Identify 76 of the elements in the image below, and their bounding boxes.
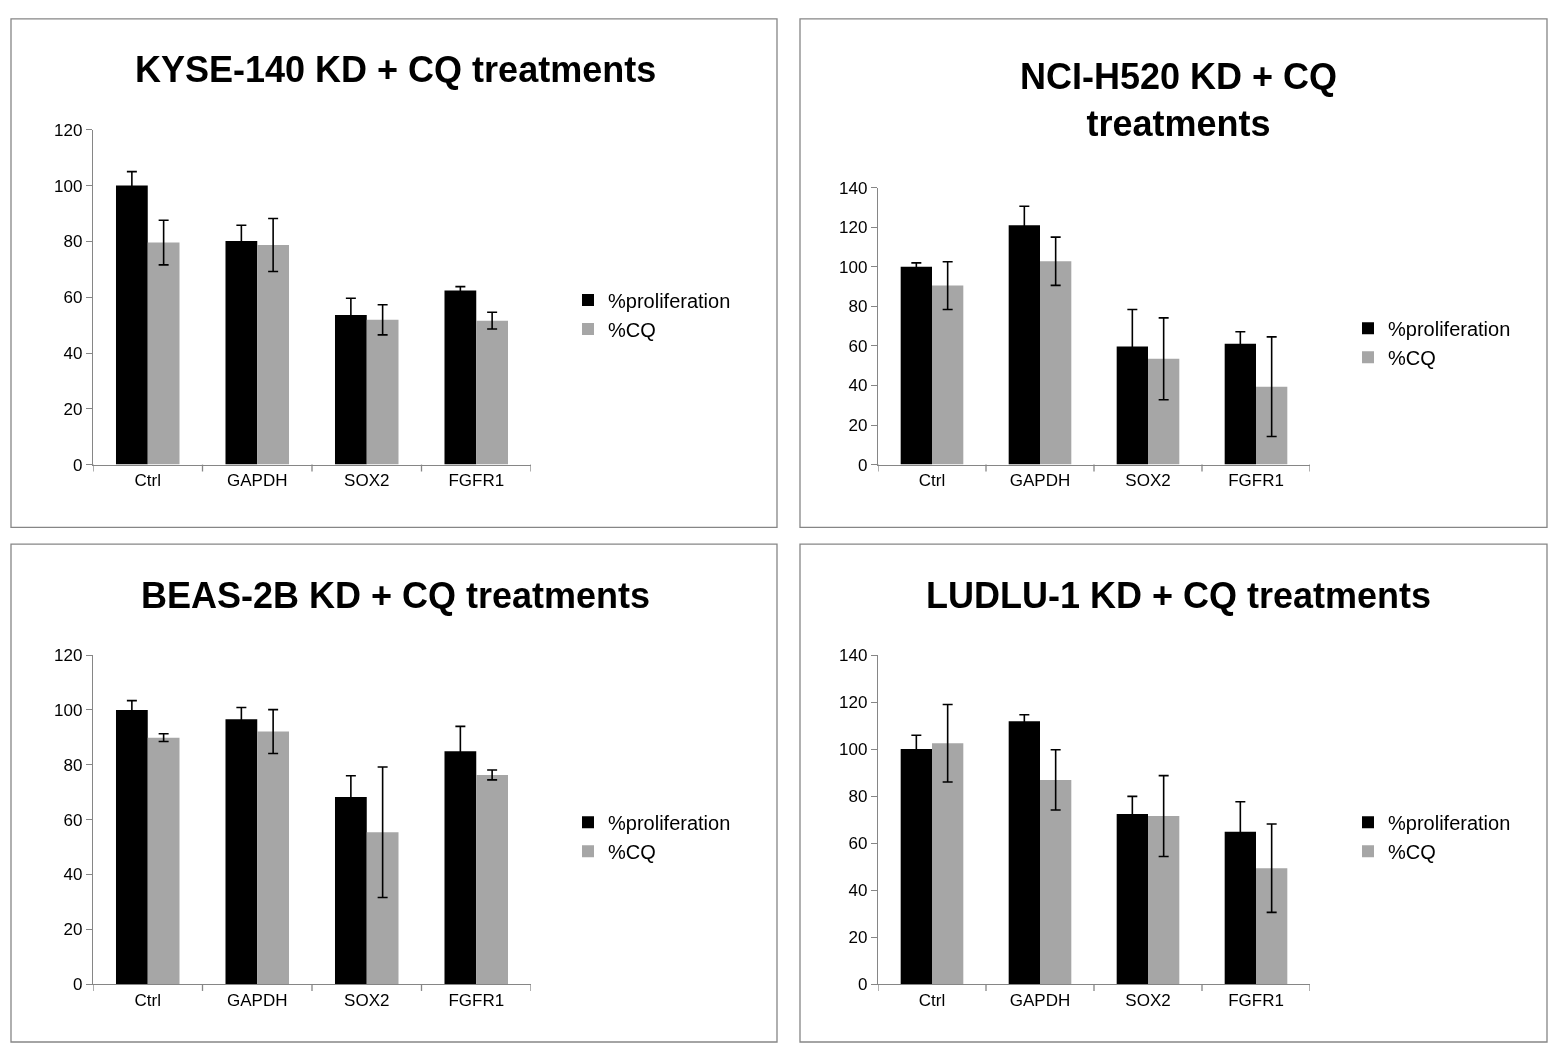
y-tick-label: 120 (839, 218, 868, 238)
bar (900, 266, 932, 465)
chart-title: BEAS-2B KD + CQ treatments (141, 575, 651, 616)
x-tick-label: Ctrl (918, 990, 946, 1010)
bar (932, 743, 964, 985)
y-tick-label: 80 (848, 297, 868, 317)
y-tick-label: 120 (54, 120, 83, 140)
legend-label: %proliferation (608, 812, 731, 835)
y-tick-label: 80 (63, 232, 83, 252)
x-tick-label: FGFR1 (1228, 471, 1284, 491)
y-tick-label: 120 (839, 693, 868, 713)
bar (1040, 261, 1072, 465)
y-tick-label: 80 (848, 787, 868, 807)
x-tick-label: SOX2 (344, 990, 390, 1010)
y-tick-label: 100 (839, 740, 868, 760)
bar (366, 832, 399, 985)
x-tick-label: SOX2 (1125, 471, 1171, 491)
bar (932, 285, 964, 465)
y-tick-label: 40 (848, 881, 868, 901)
legend-label: %proliferation (1388, 812, 1511, 835)
legend-label: %CQ (1388, 347, 1436, 370)
y-tick-label: 60 (63, 810, 83, 830)
y-tick-label: 60 (848, 834, 868, 854)
x-tick-label: GAPDH (227, 990, 288, 1010)
y-tick-label: 20 (848, 928, 868, 948)
bar (1148, 816, 1180, 985)
y-tick-label: 100 (839, 257, 868, 277)
x-tick-label: Ctrl (918, 471, 946, 491)
bar (444, 290, 477, 465)
x-tick-label: Ctrl (134, 990, 161, 1010)
y-tick-label: 100 (54, 176, 83, 196)
legend-label: %CQ (608, 841, 656, 864)
bar (1256, 386, 1288, 465)
y-tick-label: 60 (63, 288, 83, 308)
chart-title: KYSE-140 KD + CQ treatments (135, 49, 657, 90)
bar (1148, 358, 1180, 465)
x-tick-label: GAPDH (227, 471, 288, 491)
x-tick-label: Ctrl (134, 471, 161, 491)
x-tick-label: SOX2 (344, 471, 390, 491)
chart-title: LUDLU-1 KD + CQ treatments (926, 575, 1432, 616)
bar (1256, 868, 1288, 985)
bar (366, 319, 399, 465)
y-tick-label: 0 (72, 455, 83, 475)
y-tick-label: 140 (839, 178, 868, 198)
x-tick-label: FGFR1 (1228, 990, 1284, 1010)
y-tick-label: 100 (54, 700, 83, 720)
legend-label: %CQ (1388, 841, 1436, 864)
y-tick-label: 80 (63, 755, 83, 775)
y-tick-label: 140 (839, 646, 868, 666)
bar (147, 242, 180, 465)
bar (257, 731, 290, 985)
y-tick-label: 20 (63, 920, 83, 940)
y-tick-label: 0 (857, 455, 868, 475)
y-tick-label: 60 (848, 336, 868, 356)
y-tick-label: 0 (857, 975, 868, 995)
legend-label: %proliferation (608, 289, 731, 312)
x-tick-label: FGFR1 (448, 990, 505, 1010)
y-tick-label: 40 (63, 343, 83, 363)
bar (476, 320, 508, 465)
legend-label: %CQ (608, 318, 656, 341)
x-tick-label: GAPDH (1009, 990, 1071, 1010)
x-tick-label: SOX2 (1125, 990, 1171, 1010)
x-tick-label: FGFR1 (448, 471, 505, 491)
y-tick-label: 0 (72, 975, 83, 995)
bar (147, 737, 180, 985)
y-tick-label: 120 (54, 646, 83, 666)
x-tick-label: GAPDH (1009, 471, 1071, 491)
y-tick-label: 40 (848, 376, 868, 396)
y-tick-label: 40 (63, 865, 83, 885)
bar (1040, 779, 1072, 985)
bar (257, 245, 290, 465)
bar (476, 774, 508, 985)
chart-title: NCI-H520 KD + CQ treatments (1020, 56, 1338, 144)
y-tick-label: 20 (63, 399, 83, 419)
y-tick-label: 20 (848, 416, 868, 436)
legend-label: %proliferation (1388, 318, 1511, 341)
